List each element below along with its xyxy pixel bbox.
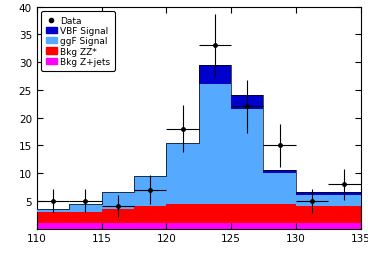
Legend: Data, VBF Signal, ggF Signal, Bkg ZZ*, Bkg Z+jets: Data, VBF Signal, ggF Signal, Bkg ZZ*, B… <box>41 12 115 71</box>
